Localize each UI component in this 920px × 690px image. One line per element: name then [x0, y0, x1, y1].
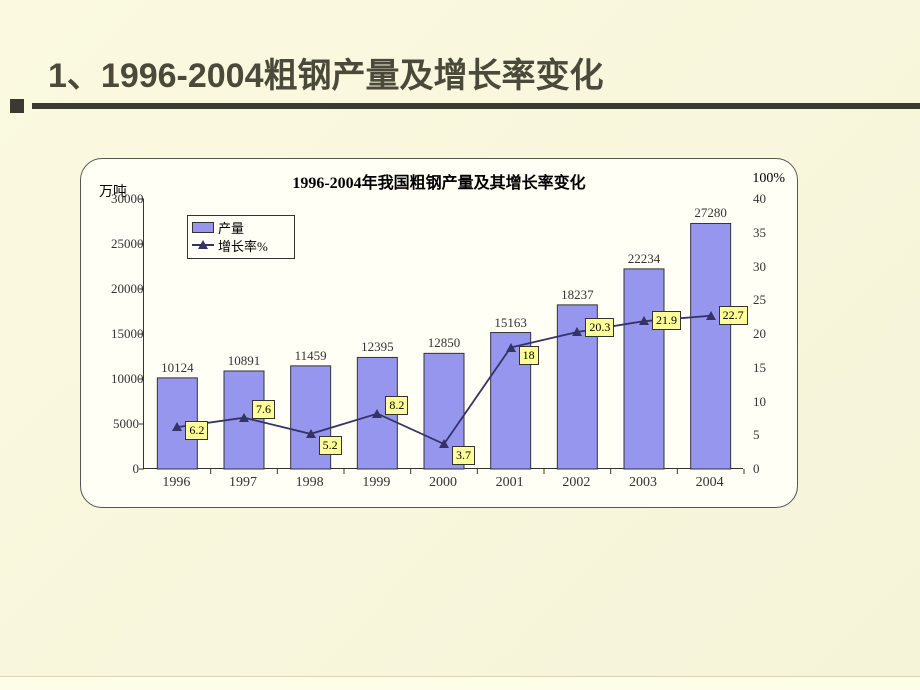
line-marker — [372, 409, 382, 418]
xtick: 2000 — [418, 475, 468, 491]
title-underline — [0, 100, 920, 112]
chart-title: 1996-2004年我国粗钢产量及其增长率变化 — [81, 169, 797, 193]
ytick-right: 25 — [753, 292, 777, 308]
line-point-label: 3.7 — [452, 446, 475, 465]
ytick-right: 20 — [753, 326, 777, 342]
bar-label: 22234 — [619, 251, 669, 267]
bar-label: 15163 — [486, 315, 536, 331]
ytick-left: 15000 — [111, 326, 139, 342]
xtick: 1996 — [151, 475, 201, 491]
line-point-label: 21.9 — [652, 311, 681, 330]
ytick-left: 10000 — [111, 371, 139, 387]
bar-rect — [624, 269, 664, 469]
title-underline-bar — [32, 103, 920, 109]
line-point-label: 18 — [519, 346, 539, 365]
bar-label: 10124 — [152, 360, 202, 376]
xtick: 2001 — [485, 475, 535, 491]
line-marker — [306, 429, 316, 438]
line-marker — [506, 343, 516, 352]
line-point-label: 22.7 — [719, 306, 748, 325]
legend-swatch-bar — [192, 222, 214, 233]
bar-label: 12850 — [419, 335, 469, 351]
legend-box: 产量 增长率% — [187, 215, 295, 259]
y-right-axis-label: 100% — [752, 171, 785, 187]
line-marker — [706, 311, 716, 320]
line-point-label: 7.6 — [252, 400, 275, 419]
line-marker — [639, 316, 649, 325]
bar-label: 18237 — [552, 287, 602, 303]
ytick-right: 35 — [753, 225, 777, 241]
legend-label-line: 增长率% — [218, 236, 268, 255]
xtick: 1998 — [285, 475, 335, 491]
line-point-label: 20.3 — [585, 318, 614, 337]
ytick-right: 0 — [753, 461, 777, 477]
bar-label: 11459 — [286, 348, 336, 364]
legend-swatch-line — [192, 239, 214, 251]
xtick: 2004 — [685, 475, 735, 491]
legend-label-bar: 产量 — [218, 218, 244, 237]
chart-inner: 1996-2004年我国粗钢产量及其增长率变化 万吨 100% 6.27.65.… — [81, 159, 797, 507]
ytick-left: 20000 — [111, 281, 139, 297]
slide-bottom-bar — [0, 676, 920, 690]
bar-label: 27280 — [686, 205, 736, 221]
line-point-label: 5.2 — [319, 436, 342, 455]
ytick-right: 10 — [753, 394, 777, 410]
bar-rect — [691, 223, 731, 469]
ytick-right: 15 — [753, 360, 777, 376]
line-point-label: 8.2 — [385, 396, 408, 415]
ytick-left: 25000 — [111, 236, 139, 252]
xtick: 1997 — [218, 475, 268, 491]
line-marker — [439, 439, 449, 448]
legend-item-bar: 产量 — [192, 218, 290, 236]
ytick-left: 5000 — [111, 416, 139, 432]
xtick: 2002 — [551, 475, 601, 491]
xtick: 1999 — [351, 475, 401, 491]
ytick-right: 30 — [753, 259, 777, 275]
ytick-left: 30000 — [111, 191, 139, 207]
line-marker — [172, 422, 182, 431]
line-marker — [239, 413, 249, 422]
ytick-right: 40 — [753, 191, 777, 207]
line-point-label: 6.2 — [185, 421, 208, 440]
slide-title: 1、1996-2004粗钢产量及增长率变化 — [48, 48, 604, 97]
bar-label: 10891 — [219, 353, 269, 369]
chart-panel: 1996-2004年我国粗钢产量及其增长率变化 万吨 100% 6.27.65.… — [80, 158, 798, 508]
xtick: 2003 — [618, 475, 668, 491]
ytick-left: 0 — [111, 461, 139, 477]
title-underline-square — [10, 99, 24, 113]
ytick-right: 5 — [753, 427, 777, 443]
line-marker — [572, 327, 582, 336]
legend-item-line: 增长率% — [192, 236, 290, 254]
bar-label: 12395 — [352, 339, 402, 355]
